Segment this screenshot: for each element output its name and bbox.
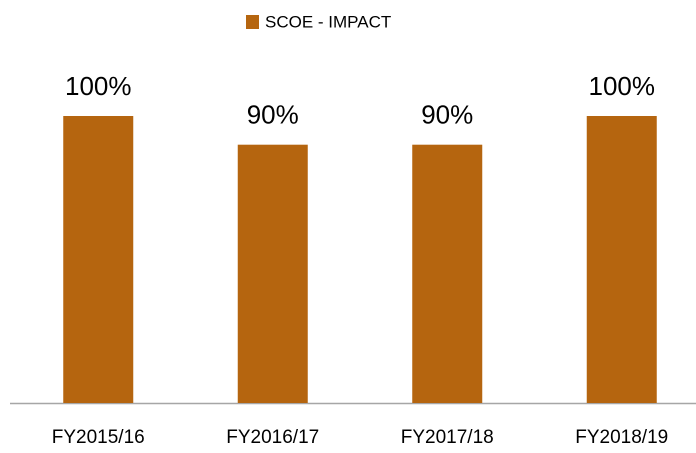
value-label: 100% bbox=[65, 71, 132, 101]
legend-swatch bbox=[246, 15, 259, 29]
bar bbox=[586, 116, 657, 403]
value-label: 100% bbox=[589, 71, 656, 101]
x-tick-label: FY2018/19 bbox=[575, 427, 668, 448]
bar bbox=[237, 144, 308, 403]
value-label: 90% bbox=[421, 100, 473, 130]
legend-label: SCOE - IMPACT bbox=[265, 12, 391, 31]
x-tick-label: FY2016/17 bbox=[226, 427, 319, 448]
bar bbox=[63, 116, 134, 403]
bar bbox=[412, 144, 483, 403]
x-tick-label: FY2017/18 bbox=[401, 427, 494, 448]
x-tick-label: FY2015/16 bbox=[52, 427, 145, 448]
value-label: 90% bbox=[247, 100, 299, 130]
